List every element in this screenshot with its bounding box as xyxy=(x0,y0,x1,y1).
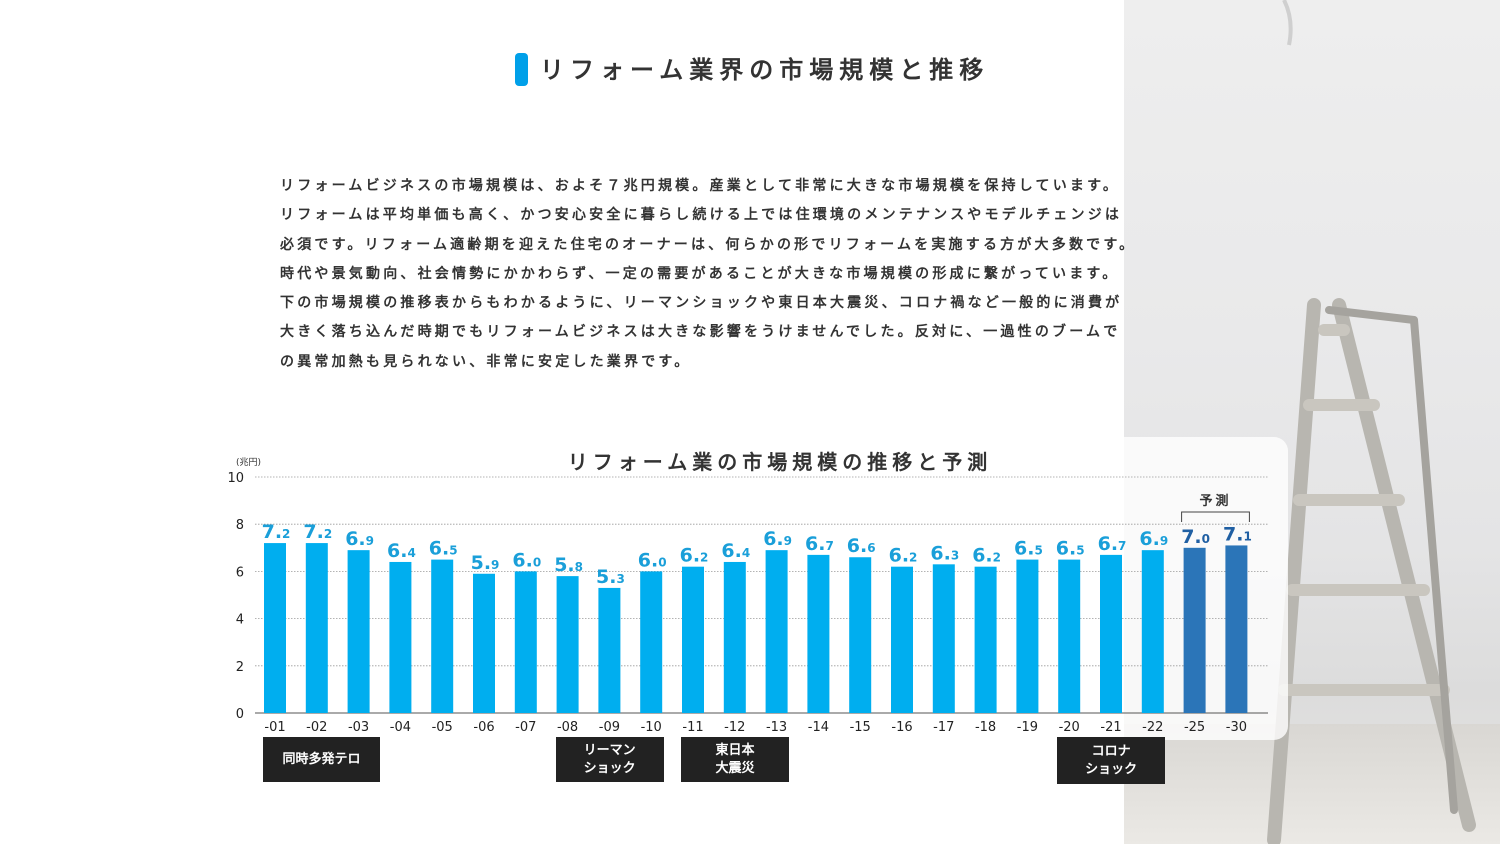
bar xyxy=(264,543,286,713)
x-tick-label: -16 xyxy=(891,720,912,735)
page-title: リフォーム業界の市場規模と推移 xyxy=(540,56,990,84)
bar xyxy=(723,561,746,713)
x-tick-label: -07 xyxy=(515,720,536,735)
data-label: 6.9 xyxy=(345,528,374,550)
data-label: 6.2 xyxy=(972,545,1001,567)
event-label: コロナ ショック xyxy=(1057,737,1166,784)
data-label: 6.5 xyxy=(1056,538,1085,560)
x-tick-label: -25 xyxy=(1184,720,1205,735)
x-tick-label: -19 xyxy=(1017,720,1038,735)
data-label: 5.8 xyxy=(554,554,583,576)
x-tick-label: -20 xyxy=(1059,720,1080,735)
data-label: 5.9 xyxy=(471,552,500,574)
bar xyxy=(682,566,704,713)
bar xyxy=(389,561,412,713)
intro-line: 時代や景気動向、社会情勢にかかわらず、一定の需要があることが大きな市場規模の形成… xyxy=(280,265,1120,282)
bar xyxy=(514,571,537,713)
data-label: 6.5 xyxy=(429,538,458,560)
x-tick-label: -05 xyxy=(432,720,453,735)
bar xyxy=(556,576,579,713)
y-axis-unit: (兆円) xyxy=(236,458,262,468)
data-label: 6.5 xyxy=(1014,538,1043,560)
y-tick-label: 10 xyxy=(227,471,244,486)
data-label: 6.9 xyxy=(1139,528,1168,550)
data-label: 7.2 xyxy=(303,521,332,543)
bar xyxy=(974,566,997,713)
bar xyxy=(849,557,872,713)
x-tick-label: -09 xyxy=(599,720,620,735)
bar xyxy=(807,554,830,713)
data-label: 6.0 xyxy=(638,549,667,571)
data-label: 7.0 xyxy=(1181,526,1210,548)
data-label: 6.2 xyxy=(680,545,709,567)
x-tick-label: -04 xyxy=(390,720,411,735)
x-tick-label: -22 xyxy=(1142,720,1163,735)
intro-line: 下の市場規模の推移表からもわかるように、リーマンショックや東日本大震災、コロナ禍… xyxy=(280,295,1123,312)
bar xyxy=(473,573,495,713)
intro-text: リフォームビジネスの市場規模は、およそ７兆円規模。産業として非常に大きな市場規模… xyxy=(280,172,1260,377)
x-tick-label: -12 xyxy=(724,720,745,735)
data-label: 6.7 xyxy=(1098,533,1127,555)
x-tick-label: -06 xyxy=(473,720,494,735)
floor-area xyxy=(1124,724,1500,844)
x-tick-label: -21 xyxy=(1100,720,1121,735)
x-tick-label: -02 xyxy=(306,720,327,735)
intro-line: 大きく落ち込んだ時期でもリフォームビジネスは大きな影響をうけませんでした。反対に… xyxy=(280,324,1121,341)
y-tick-label: 4 xyxy=(236,613,244,628)
data-label: 6.0 xyxy=(512,549,541,571)
bar xyxy=(598,587,621,713)
x-tick-label: -08 xyxy=(557,720,578,735)
bar xyxy=(1100,554,1122,713)
event-label: 同時多発テロ xyxy=(263,737,380,782)
bar xyxy=(347,550,370,713)
intro-line: 必須です。リフォーム適齢期を迎えた住宅のオーナーは、何らかの形でリフォームを実施… xyxy=(280,236,1137,253)
data-label: 6.7 xyxy=(805,533,834,555)
bar xyxy=(1141,550,1164,713)
bar xyxy=(431,559,454,713)
data-label: 6.6 xyxy=(847,535,876,557)
data-label: 6.9 xyxy=(763,528,792,550)
title-accent-bar xyxy=(515,53,528,86)
data-label: 7.1 xyxy=(1223,523,1252,545)
bar xyxy=(1058,559,1081,713)
bar xyxy=(1225,545,1248,713)
chart-title: リフォーム業の市場規模の推移と予測 xyxy=(567,450,993,474)
forecast-bracket xyxy=(1181,511,1250,522)
x-tick-label: -17 xyxy=(933,720,954,735)
bar xyxy=(891,566,913,713)
bar xyxy=(305,543,328,713)
y-tick-label: 0 xyxy=(236,707,244,722)
x-tick-label: -18 xyxy=(975,720,996,735)
x-tick-label: -30 xyxy=(1226,720,1247,735)
ladder-illustration xyxy=(1267,0,1476,844)
data-label: 5.3 xyxy=(596,566,625,588)
x-tick-label: -10 xyxy=(641,720,662,735)
x-tick-label: -01 xyxy=(264,720,285,735)
bar xyxy=(1016,559,1039,713)
y-tick-label: 8 xyxy=(236,518,244,533)
data-label: 7.2 xyxy=(262,521,291,543)
y-tick-label: 6 xyxy=(236,565,244,580)
data-label: 6.3 xyxy=(930,542,959,564)
x-tick-label: -13 xyxy=(766,720,787,735)
forecast-label: 予測 xyxy=(1199,493,1231,509)
event-label: 東日本 大震災 xyxy=(681,737,789,782)
bar xyxy=(932,564,955,713)
bar xyxy=(640,571,663,713)
event-label: リーマン ショック xyxy=(555,737,664,782)
x-tick-label: -15 xyxy=(850,720,871,735)
data-label: 6.2 xyxy=(889,545,918,567)
intro-line: の異常加熱も見られない、非常に安定した業界です。 xyxy=(280,353,692,370)
intro-line: リフォームビジネスの市場規模は、およそ７兆円規模。産業として非常に大きな市場規模… xyxy=(280,178,1121,194)
intro-line: リフォームは平均単価も高く、かつ安心安全に暮らし続ける上では住環境のメンテナンス… xyxy=(280,207,1123,224)
x-tick-label: -11 xyxy=(682,720,703,735)
x-tick-label: -03 xyxy=(348,720,369,735)
data-label: 6.4 xyxy=(387,540,416,562)
bar xyxy=(765,550,788,713)
data-label: 6.4 xyxy=(721,540,750,562)
y-tick-label: 2 xyxy=(236,660,244,675)
bar xyxy=(1183,547,1206,713)
x-tick-label: -14 xyxy=(808,720,829,735)
